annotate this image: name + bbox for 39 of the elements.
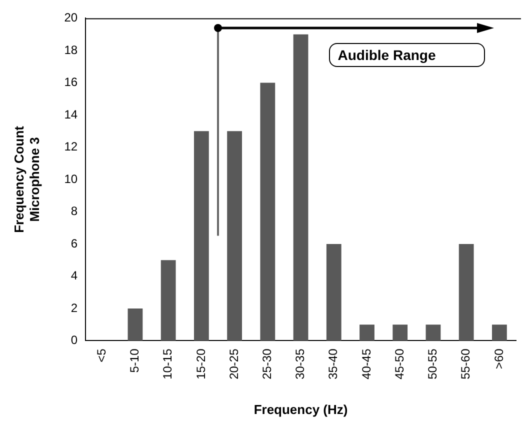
y-tick-label: 18: [64, 42, 78, 57]
x-tick-label: 15-20: [194, 348, 208, 380]
y-axis-title: Frequency Count Microphone 3: [11, 125, 42, 233]
y-tick-label: 20: [64, 10, 78, 25]
y-tick-label: 0: [70, 333, 78, 348]
x-tick-label: 50-55: [426, 348, 440, 380]
bar: [492, 324, 507, 341]
x-tick-label: 45-50: [392, 348, 406, 380]
y-tick-label: 8: [70, 204, 78, 218]
y-tick-label: 6: [70, 236, 78, 250]
bar: [227, 131, 242, 341]
x-tick-label: 40-45: [359, 348, 374, 380]
x-tick-label: 25-30: [260, 348, 274, 380]
bar: [426, 324, 441, 341]
x-tick-label: 20-25: [226, 348, 241, 380]
x-axis-title: Frequency (Hz): [254, 402, 348, 417]
y-tick-label: 4: [70, 268, 78, 283]
x-tick-label: 5-10: [128, 348, 142, 373]
bar: [458, 244, 474, 341]
callout-box: Audible Range: [328, 43, 485, 68]
x-tick-label: 35-40: [326, 348, 340, 380]
bar: [392, 324, 408, 341]
bar: [326, 244, 342, 341]
x-tick-label: 30-35: [293, 348, 308, 380]
y-tick-label: 2: [70, 300, 78, 315]
x-tick-label: <5: [94, 348, 108, 362]
bar: [128, 308, 143, 341]
x-tick-label: 10-15: [160, 348, 175, 380]
bar: [194, 131, 209, 341]
x-tick-label: >60: [492, 348, 506, 370]
bar: [293, 34, 308, 341]
y-tick-label: 14: [64, 107, 78, 122]
bar: [160, 260, 176, 341]
bar: [260, 82, 276, 341]
y-tick-label: 16: [64, 75, 78, 90]
y-tick-label: 10: [64, 172, 78, 186]
y-tick-label: 12: [64, 140, 78, 154]
bar: [360, 324, 374, 341]
x-tick-label: 55-60: [458, 348, 473, 380]
